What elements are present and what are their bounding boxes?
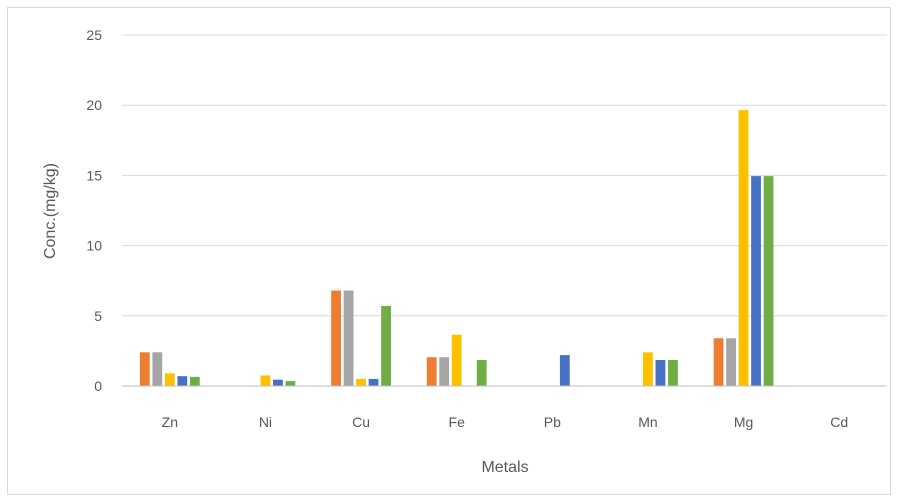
bar xyxy=(164,373,175,386)
bar xyxy=(655,360,666,386)
bar xyxy=(476,360,487,386)
bar xyxy=(451,334,462,386)
x-tick-label: Pb xyxy=(544,414,561,430)
x-tick-label: Mg xyxy=(734,414,753,430)
bar xyxy=(559,355,570,386)
bar xyxy=(738,110,749,387)
bar xyxy=(331,290,341,386)
y-axis-ticks: 0 5 10 15 20 25 xyxy=(86,27,102,394)
x-tick-label: Fe xyxy=(449,414,466,430)
bar xyxy=(751,176,761,386)
bar xyxy=(273,379,283,386)
x-tick-label: Ni xyxy=(259,414,272,430)
y-tick-label: 15 xyxy=(86,167,102,183)
bars xyxy=(139,110,774,387)
bar xyxy=(643,352,653,386)
bar xyxy=(343,290,354,386)
bar xyxy=(726,338,736,386)
bar xyxy=(139,352,150,386)
x-axis-ticks: Zn Ni Cu Fe Pb Mn Mg Cd xyxy=(162,414,849,430)
bar xyxy=(152,352,163,386)
x-tick-label: Cu xyxy=(352,414,370,430)
y-tick-label: 10 xyxy=(86,238,102,254)
bar xyxy=(763,176,774,386)
y-tick-label: 20 xyxy=(86,97,102,113)
bar xyxy=(426,357,437,386)
y-tick-label: 5 xyxy=(94,308,102,324)
bar xyxy=(260,375,271,386)
x-tick-label: Mn xyxy=(638,414,657,430)
bar xyxy=(668,360,678,386)
y-tick-label: 25 xyxy=(86,27,102,43)
bar xyxy=(381,305,391,386)
y-axis-title: Conc.(mg/kg) xyxy=(42,163,59,259)
bar xyxy=(368,378,379,386)
bar xyxy=(285,381,296,386)
x-axis-title: Metals xyxy=(481,459,528,476)
bar xyxy=(189,376,200,386)
bar xyxy=(177,376,188,386)
y-tick-label: 0 xyxy=(94,378,102,394)
bar xyxy=(713,338,724,386)
bar xyxy=(356,378,366,386)
bar xyxy=(439,357,450,386)
x-tick-label: Zn xyxy=(162,414,178,430)
x-tick-label: Cd xyxy=(830,414,848,430)
